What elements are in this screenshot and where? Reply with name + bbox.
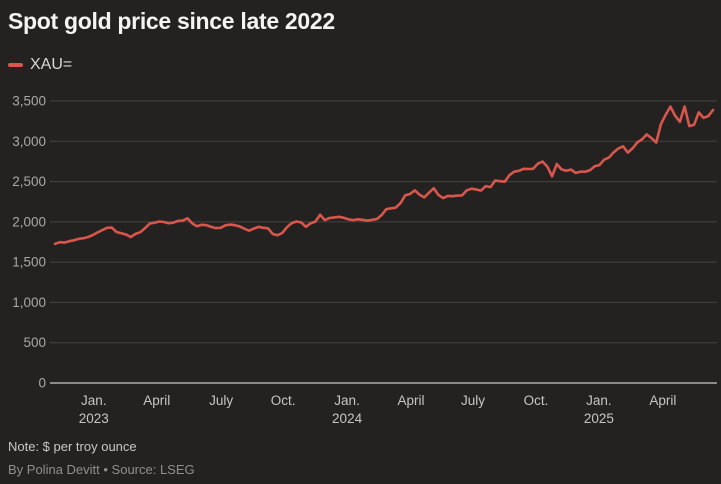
- x-axis-tick-label: July: [209, 393, 233, 408]
- y-axis-tick-label: 500: [23, 335, 46, 350]
- x-axis-tick-label: Oct.: [524, 393, 549, 408]
- x-axis-tick-label: Jan.: [334, 393, 360, 408]
- x-axis-tick-label: April: [397, 393, 424, 408]
- chart-byline: By Polina Devitt • Source: LSEG: [8, 462, 195, 477]
- x-axis-year-label: 2024: [332, 411, 363, 426]
- series-swatch-icon: [8, 63, 23, 67]
- chart-title: Spot gold price since late 2022: [8, 8, 335, 34]
- x-axis-tick-label: Jan.: [586, 393, 612, 408]
- x-axis-tick-label: April: [649, 393, 676, 408]
- x-axis-tick-label: Oct.: [271, 393, 296, 408]
- price-line: [53, 105, 715, 246]
- y-axis-tick-label: 0: [38, 376, 46, 391]
- x-axis-tick-label: April: [143, 393, 170, 408]
- y-axis-tick-label: 1,500: [12, 255, 46, 270]
- gold-price-line-chart: 3,500 3,000 2,500 2,000 1,500 1,000 500 0 Jan. 20…: [12, 95, 717, 426]
- x-axis-tick-label: Jan.: [81, 393, 107, 408]
- chart-note: Note: $ per troy ounce: [8, 439, 137, 454]
- y-axis-tick-label: 3,000: [12, 134, 46, 149]
- x-axis-year-label: 2025: [584, 411, 614, 426]
- x-axis-tick-label: July: [461, 393, 485, 408]
- legend: XAU=: [8, 56, 72, 74]
- y-axis-tick-label: 2,500: [12, 174, 46, 189]
- x-axis-year-label: 2023: [79, 411, 109, 426]
- y-axis-tick-label: 2,000: [12, 214, 46, 229]
- y-axis-tick-label: 1,000: [12, 295, 46, 310]
- y-axis-tick-label: 3,500: [12, 95, 46, 109]
- legend-series-label: XAU=: [30, 56, 73, 73]
